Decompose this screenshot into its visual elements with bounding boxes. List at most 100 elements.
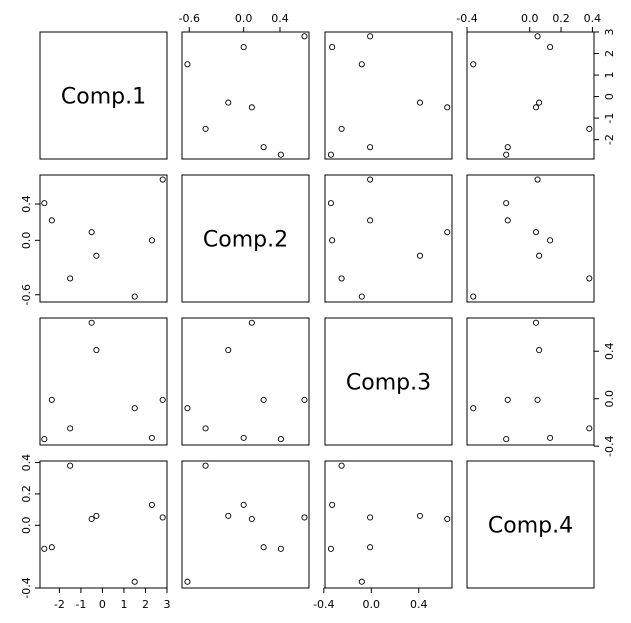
tick-label: 3 xyxy=(603,29,616,36)
panel xyxy=(466,317,595,446)
point xyxy=(338,275,345,282)
point xyxy=(225,512,232,519)
tick-label: 1 xyxy=(603,72,616,79)
panel xyxy=(324,174,453,303)
point xyxy=(327,151,334,158)
point xyxy=(260,544,267,551)
tick-label: 0.4 xyxy=(410,598,428,611)
point xyxy=(184,578,191,585)
point xyxy=(260,144,267,151)
point xyxy=(338,125,345,132)
point xyxy=(67,425,74,432)
point xyxy=(329,44,336,51)
point xyxy=(367,176,374,183)
point xyxy=(41,436,48,443)
point xyxy=(67,462,74,469)
variable-label: Comp.1 xyxy=(61,85,146,110)
variable-label: Comp.2 xyxy=(203,228,288,253)
tick-label: -2 xyxy=(54,598,65,611)
panel xyxy=(181,317,310,446)
tick-label: -0.6 xyxy=(179,12,200,25)
point xyxy=(88,229,95,236)
point xyxy=(41,200,48,207)
point xyxy=(277,151,284,158)
panel xyxy=(181,460,310,589)
point xyxy=(547,434,554,441)
point xyxy=(202,425,209,432)
tick-label: 3 xyxy=(164,598,171,611)
point xyxy=(503,200,510,207)
point xyxy=(88,319,95,326)
point xyxy=(327,545,334,552)
tick-label: -0.4 xyxy=(603,435,616,456)
point xyxy=(93,512,100,519)
tick-label: 0.0 xyxy=(20,232,33,250)
tick-label: 0.0 xyxy=(603,390,616,408)
point xyxy=(416,252,424,259)
point xyxy=(367,33,374,40)
tick-label: 0.0 xyxy=(235,12,253,25)
tick-label: 0.2 xyxy=(20,485,33,503)
tick-label: -1 xyxy=(603,113,616,124)
point xyxy=(48,396,55,403)
point xyxy=(202,462,209,469)
panel xyxy=(181,174,310,303)
tick-label: 0.4 xyxy=(20,454,33,472)
tick-label: -0.4 xyxy=(20,577,33,598)
point xyxy=(367,544,374,551)
panel xyxy=(466,460,595,589)
tick-label: -0.4 xyxy=(313,598,334,611)
point xyxy=(358,293,365,300)
point xyxy=(504,217,511,224)
point xyxy=(586,275,593,282)
tick-label: -0.6 xyxy=(20,284,33,305)
point xyxy=(327,200,334,207)
point xyxy=(148,237,155,244)
tick-label: 0 xyxy=(603,93,616,100)
point xyxy=(184,61,191,68)
point xyxy=(131,578,138,585)
point xyxy=(416,512,424,519)
point xyxy=(358,578,365,585)
point xyxy=(301,33,308,40)
point xyxy=(534,396,541,403)
panel xyxy=(466,31,595,160)
point xyxy=(586,125,593,132)
point xyxy=(131,405,138,412)
point xyxy=(358,61,365,68)
point xyxy=(277,436,284,443)
point xyxy=(532,229,540,236)
point xyxy=(547,44,554,51)
tick-label: 1 xyxy=(120,598,127,611)
tick-label: 2 xyxy=(603,50,616,57)
panel xyxy=(181,31,310,160)
panel xyxy=(39,460,168,589)
point xyxy=(338,462,345,469)
point xyxy=(225,346,232,354)
point xyxy=(444,515,451,523)
point xyxy=(202,125,209,132)
tick-label: -0.4 xyxy=(456,12,477,25)
point xyxy=(248,515,255,523)
variable-label: Comp.4 xyxy=(488,514,573,539)
point xyxy=(547,237,554,244)
tick-label: 0 xyxy=(99,598,106,611)
point xyxy=(277,545,284,552)
tick-label: 0.0 xyxy=(363,598,381,611)
panel xyxy=(466,174,595,303)
point xyxy=(367,514,374,521)
point xyxy=(536,252,543,259)
point xyxy=(470,405,477,412)
point xyxy=(444,229,451,236)
point xyxy=(534,176,541,183)
tick-label: 0.4 xyxy=(271,12,289,25)
point xyxy=(48,544,55,551)
point xyxy=(93,346,100,354)
point xyxy=(159,396,166,403)
point xyxy=(131,293,138,300)
point xyxy=(329,501,336,508)
variable-label: Comp.3 xyxy=(346,371,431,396)
point xyxy=(532,104,540,111)
point xyxy=(367,144,374,151)
